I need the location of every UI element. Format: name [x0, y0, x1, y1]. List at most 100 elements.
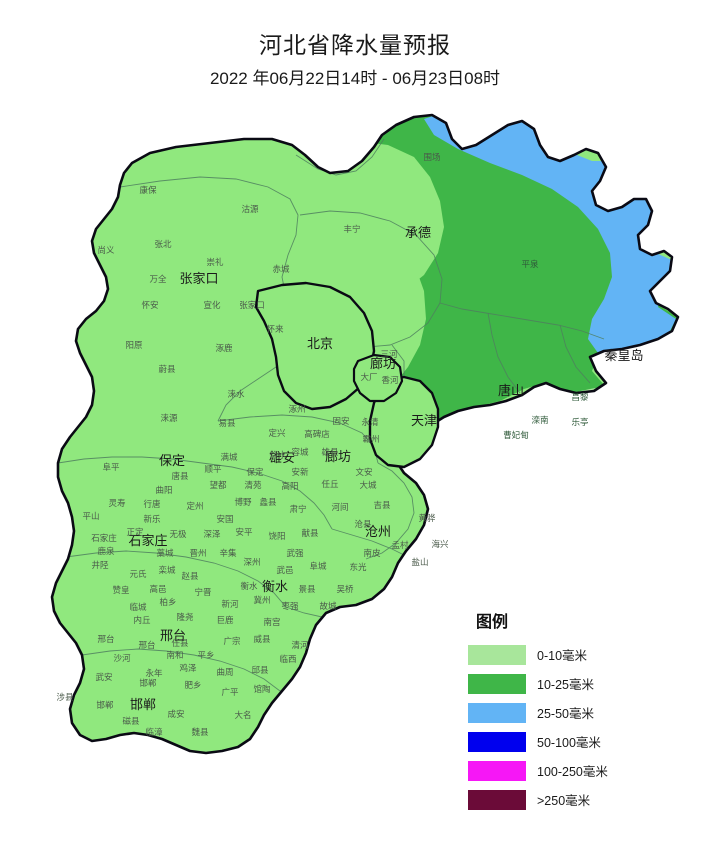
county-label: 霸州: [362, 434, 379, 444]
county-label: 唐县: [171, 471, 189, 481]
county-label: 涉县: [56, 692, 74, 702]
county-label: 南宫: [263, 617, 280, 627]
county-label: 容城: [291, 447, 309, 457]
county-label: 昌黎: [571, 392, 589, 402]
county-label: 吉县: [373, 500, 391, 510]
county-label: 吴桥: [336, 584, 354, 594]
county-label: 万全: [149, 274, 167, 284]
county-label: 内丘: [133, 615, 151, 625]
county-label: 献县: [301, 528, 319, 538]
legend-rows: 0-10毫米 10-25毫米 25-50毫米 50-100毫米 100-250毫米 >25…: [468, 641, 648, 813]
county-label: 故城: [319, 601, 337, 611]
county-label: 临西: [279, 654, 296, 664]
county-label: 阜平: [102, 462, 120, 472]
county-label: 孟村: [391, 540, 409, 550]
province-outline: [50, 113, 680, 755]
county-label: 宁晋: [194, 587, 211, 597]
city-label: 廊坊: [370, 356, 396, 371]
county-label: 赤城: [272, 264, 290, 274]
county-label: 黄骅: [418, 513, 436, 523]
legend-label: 50-100毫米: [537, 736, 601, 750]
county-label: 武安: [95, 672, 112, 682]
county-label: 正定: [126, 527, 144, 537]
county-label: 安国: [216, 514, 233, 524]
county-label: 安新: [291, 467, 309, 477]
city-label: 邯郸: [130, 697, 156, 712]
county-label: 柏乡: [159, 597, 176, 607]
county-label: 邯郸: [139, 678, 157, 688]
county-label: 深泽: [203, 529, 221, 539]
county-label: 馆陶: [253, 684, 270, 694]
city-label: 邢台: [160, 628, 186, 643]
legend-swatch: [468, 731, 526, 752]
county-label: 邢台: [97, 634, 114, 644]
county-label: 景县: [298, 584, 316, 594]
county-label: 隆尧: [176, 612, 194, 622]
city-label: 保定: [159, 453, 185, 468]
county-label: 平泉: [521, 259, 539, 269]
city-label: 衡水: [262, 579, 288, 594]
county-label: 南和: [166, 650, 183, 660]
city-label: 秦皇岛: [604, 348, 643, 363]
county-label: 行唐: [143, 499, 161, 509]
county-label: 大名: [234, 710, 251, 720]
county-label: 任丘: [321, 479, 339, 489]
county-label: 武强: [286, 548, 304, 558]
county-label: 饶阳: [268, 531, 285, 541]
county-label: 沙河: [113, 653, 131, 663]
county-label: 武邑: [276, 565, 293, 575]
county-label: 平山: [82, 511, 99, 521]
municipality-enclaves: [254, 281, 440, 469]
county-label: 元氏: [129, 569, 147, 579]
county-label: 易县: [218, 418, 236, 428]
county-label: 滦南: [531, 415, 548, 425]
county-label: 高邑: [149, 584, 166, 594]
county-label: 康保: [139, 185, 157, 195]
city-label: 承德: [405, 225, 431, 240]
city-label: 雄安: [269, 450, 295, 465]
county-label: 定州: [186, 501, 203, 511]
county-label: 张北: [154, 239, 172, 249]
city-label: 唐山: [498, 383, 524, 398]
county-label: 石家庄: [91, 533, 117, 543]
county-label: 怀安: [141, 300, 158, 310]
legend-swatch: [468, 760, 526, 781]
county-label: 乐亭: [571, 417, 588, 427]
county-label: 高阳: [281, 481, 298, 491]
county-label: 涞水: [227, 389, 245, 399]
county-label: 巨鹿: [216, 615, 234, 625]
county-label: 无极: [169, 529, 187, 539]
county-label: 张家口: [239, 300, 265, 310]
county-label: 三河: [380, 349, 398, 359]
county-label: 安平: [235, 527, 253, 537]
page-subtitle: 2022 年06月22日14时 - 06月23日08时: [209, 69, 501, 88]
county-label: 赞皇: [112, 585, 129, 595]
map-canvas: 张家口 承德 北京 秦皇岛 唐山 廊坊 天津 廊坊 雄安 保定 沧州 石家庄 衡水 邢台 邯郸 康保 沽源 张北…: [0, 95, 710, 850]
county-label: 蠡县: [259, 497, 277, 507]
county-label: 成安: [167, 709, 184, 719]
legend-item: 100-250毫米: [468, 757, 648, 784]
legend-item: >250毫米: [468, 786, 648, 813]
county-label: 高碑店: [304, 429, 330, 439]
legend-label: 0-10毫米: [537, 649, 588, 663]
county-label: 藁城: [156, 548, 174, 558]
county-label: 栾城: [158, 565, 176, 575]
county-label: 新乐: [143, 514, 161, 524]
legend-item: 25-50毫米: [468, 699, 648, 726]
county-label: 文安: [355, 467, 372, 477]
county-label: 顺平: [204, 464, 222, 474]
county-label: 魏县: [191, 727, 209, 737]
county-label: 临漳: [145, 727, 163, 737]
county-label: 东光: [349, 562, 367, 572]
county-label: 灵寿: [108, 498, 126, 508]
county-label: 永清: [361, 417, 379, 427]
county-label: 邢台: [138, 640, 155, 650]
legend-item: 50-100毫米: [468, 728, 648, 755]
legend-label: 25-50毫米: [537, 707, 594, 721]
county-label: 涿鹿: [215, 343, 233, 353]
county-label: 井陉: [91, 560, 109, 570]
city-label: 沧州: [365, 524, 391, 539]
county-label: 临城: [129, 602, 147, 612]
